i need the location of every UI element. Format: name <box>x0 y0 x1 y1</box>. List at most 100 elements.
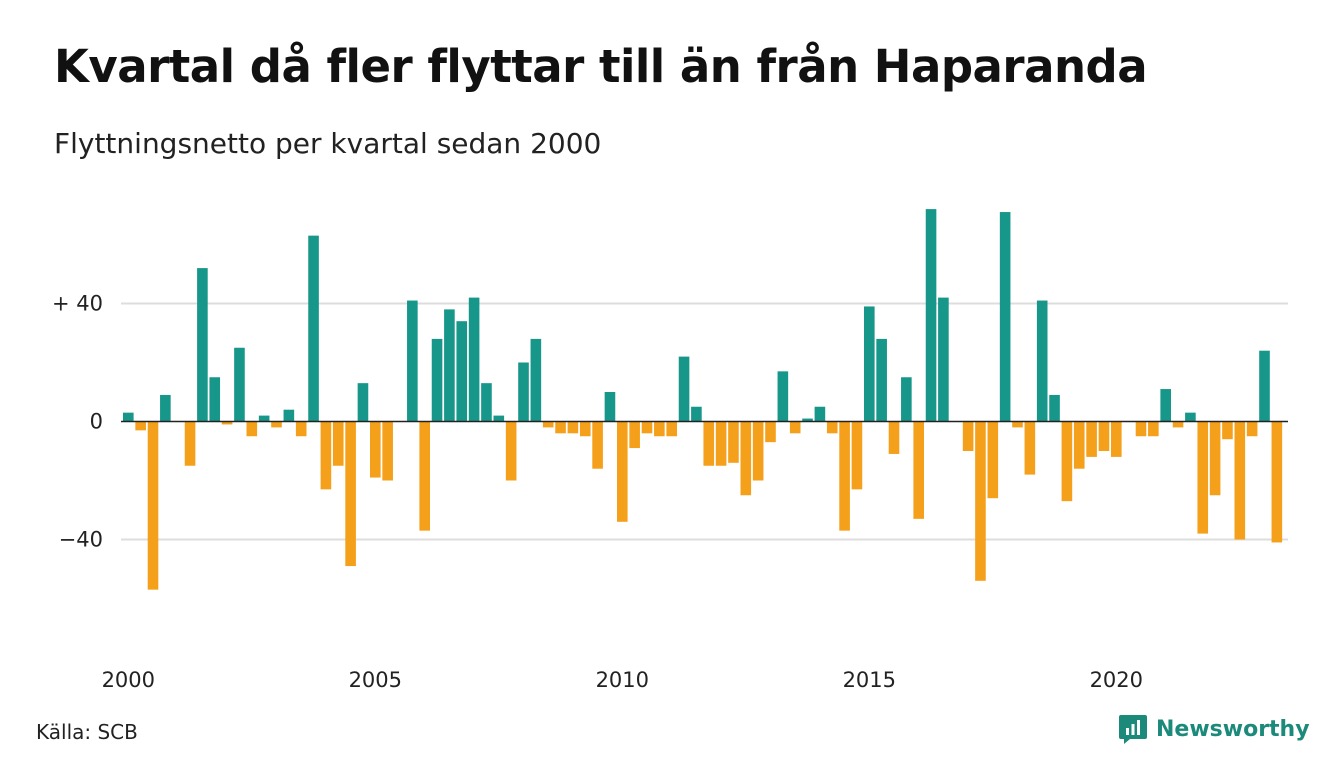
bar <box>703 421 715 466</box>
bar <box>308 235 319 422</box>
bar <box>135 421 146 431</box>
bar <box>505 421 517 481</box>
bar <box>1061 421 1073 502</box>
bar <box>913 421 924 519</box>
bar <box>542 421 554 428</box>
bar <box>617 421 628 522</box>
bar <box>654 421 665 437</box>
bar <box>826 421 838 434</box>
bar <box>295 421 307 437</box>
bar <box>246 421 258 437</box>
y-tick-label: 0 <box>90 410 103 434</box>
bar <box>1111 421 1122 457</box>
bar <box>1259 350 1270 422</box>
bar <box>691 406 702 422</box>
bar <box>444 309 455 422</box>
bar <box>728 421 739 463</box>
bar <box>345 421 356 567</box>
bar <box>382 421 393 481</box>
bar <box>1172 421 1184 428</box>
bar <box>1271 421 1283 543</box>
bar <box>1209 421 1221 496</box>
bar <box>332 421 344 466</box>
bar <box>1012 421 1023 428</box>
bar <box>765 421 776 443</box>
bar <box>518 362 529 422</box>
bar <box>604 392 616 422</box>
bar <box>592 421 603 469</box>
bar <box>901 377 912 422</box>
bar <box>1160 389 1171 422</box>
bar <box>1185 412 1196 422</box>
bar <box>283 409 295 422</box>
bar <box>160 394 171 422</box>
bars <box>123 209 1283 590</box>
bar <box>419 421 430 531</box>
bar <box>320 421 332 490</box>
bar <box>1197 421 1209 534</box>
bar <box>234 347 245 422</box>
bar <box>530 338 542 422</box>
bar <box>184 421 196 466</box>
x-tick-label: 2000 <box>102 668 155 692</box>
bar <box>197 268 208 422</box>
newsworthy-logo-text: Newsworthy <box>1156 716 1310 742</box>
bar <box>1073 421 1085 469</box>
bar <box>740 421 752 496</box>
bar <box>456 321 468 422</box>
source-note: Källa: SCB <box>36 720 138 744</box>
bar <box>1148 421 1159 437</box>
bar <box>975 421 986 581</box>
y-tick-label: −40 <box>59 528 103 552</box>
bar <box>715 421 727 466</box>
bar <box>1024 421 1036 475</box>
bar <box>752 421 764 481</box>
bar <box>777 371 789 422</box>
bar <box>567 421 579 434</box>
bar <box>851 421 863 490</box>
bar <box>666 421 677 437</box>
bar <box>938 297 949 422</box>
bar <box>147 421 159 590</box>
bar <box>209 377 221 422</box>
chart-title: Kvartal då fler flyttar till än från Hap… <box>54 40 1148 93</box>
bar <box>1222 421 1233 440</box>
x-tick-label: 2010 <box>596 668 649 692</box>
bar <box>839 421 850 531</box>
bar <box>1086 421 1097 457</box>
bar <box>258 415 270 422</box>
bar <box>1135 421 1147 437</box>
bar <box>1234 421 1246 540</box>
bar <box>1246 421 1258 437</box>
bar <box>987 421 999 499</box>
bar <box>123 412 134 422</box>
bar <box>1098 421 1110 451</box>
x-tick-label: 2005 <box>349 668 402 692</box>
bar <box>1036 300 1048 422</box>
newsworthy-logo: Newsworthy <box>1118 713 1310 745</box>
chart-subtitle: Flyttningsnetto per kvartal sedan 2000 <box>54 127 602 160</box>
bar <box>962 421 974 451</box>
bar <box>493 415 505 422</box>
bar <box>357 383 369 422</box>
bar <box>481 383 492 422</box>
bar <box>641 421 653 434</box>
bar <box>271 421 282 428</box>
axes: + 40 0 −40 2000 2005 2010 2015 2020 <box>52 292 1288 692</box>
bar <box>555 421 566 434</box>
bar <box>431 338 443 422</box>
bar <box>864 306 875 422</box>
bar <box>221 421 233 425</box>
x-tick-label: 2015 <box>843 668 896 692</box>
bar <box>999 212 1011 422</box>
bar <box>888 421 900 454</box>
bar <box>468 297 480 422</box>
x-tick-label: 2020 <box>1090 668 1143 692</box>
y-tick-label: + 40 <box>52 292 103 316</box>
bar <box>789 421 801 434</box>
bar <box>407 300 418 422</box>
bar <box>925 209 937 422</box>
bar <box>629 421 640 449</box>
bar <box>678 356 690 422</box>
